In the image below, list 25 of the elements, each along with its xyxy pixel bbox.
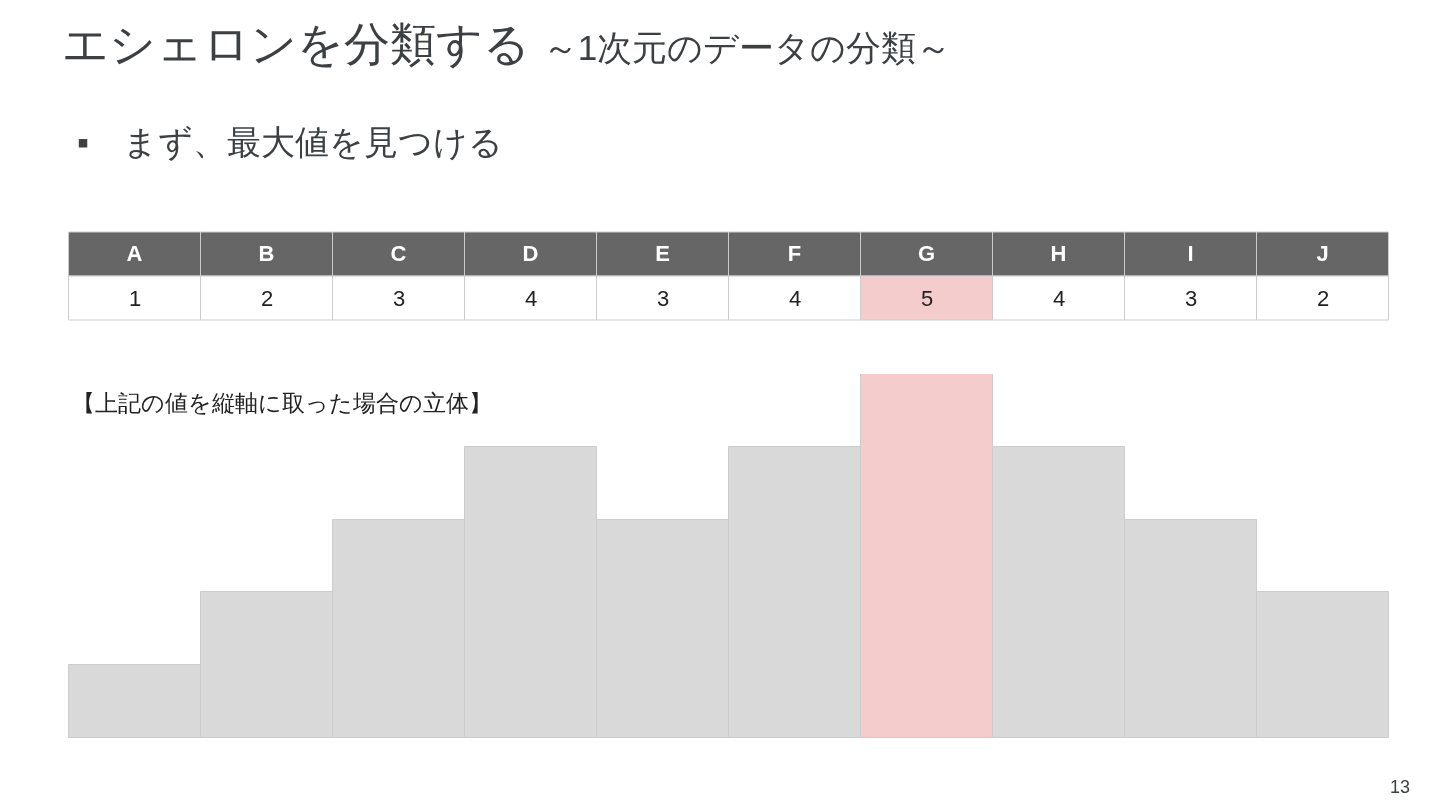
x-tick-label: D <box>522 240 539 266</box>
annotation: 【上記の値を縦軸に取った場合の立体】 <box>72 390 492 416</box>
data-label: 5 <box>921 286 934 311</box>
data-label: 3 <box>1185 286 1198 311</box>
chart-title: エシェロンを分類する <box>62 18 530 71</box>
data-label: 4 <box>789 286 802 311</box>
chart-subtitle: ～1次元のデータの分類～ <box>542 28 952 68</box>
x-tick-label: F <box>787 240 802 266</box>
data-label: 2 <box>1317 286 1330 311</box>
x-tick-label: A <box>126 240 143 266</box>
data-label: 4 <box>525 286 538 311</box>
x-tick-label: I <box>1187 240 1194 266</box>
data-label: 3 <box>657 286 670 311</box>
data-label: 2 <box>261 286 274 311</box>
x-tick-label: H <box>1050 240 1067 266</box>
data-label: 3 <box>393 286 406 311</box>
x-tick-label: G <box>917 240 936 266</box>
text: 13 <box>1390 777 1411 797</box>
x-tick-label: B <box>258 240 275 266</box>
text: ▪ まず、最大値を見つける <box>77 123 504 162</box>
x-tick-label: J <box>1316 240 1329 266</box>
x-tick-label: E <box>655 240 670 266</box>
x-tick-label: C <box>390 240 407 266</box>
data-label: 4 <box>1053 286 1066 311</box>
data-label: 1 <box>129 286 142 311</box>
